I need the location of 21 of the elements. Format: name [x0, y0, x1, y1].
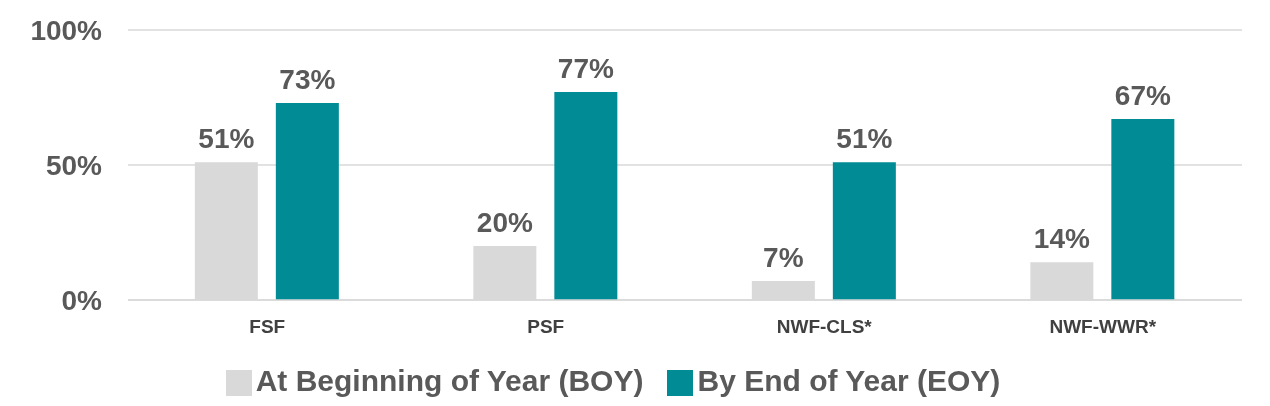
- data-label: 7%: [763, 242, 804, 274]
- bar: [832, 162, 896, 300]
- bar: [275, 102, 339, 300]
- x-tick-label: FSF: [249, 316, 286, 338]
- data-label: 20%: [476, 207, 533, 238]
- y-tick-label: 50%: [45, 149, 103, 181]
- data-label: 14%: [1033, 223, 1090, 255]
- x-tick-label: PSF: [527, 316, 565, 338]
- data-label: 51%: [198, 123, 255, 155]
- data-label: 77%: [557, 53, 614, 85]
- y-tick-label: 0%: [61, 284, 103, 316]
- x-tick-label: NWF-WWR*: [1049, 316, 1157, 338]
- y-tick-label: 100%: [30, 14, 103, 46]
- legend-label: By End of Year (EOY): [697, 364, 1001, 397]
- bar: [554, 92, 618, 300]
- data-label: 67%: [1114, 80, 1171, 112]
- x-tick-label: NWF-CLS*: [776, 316, 873, 338]
- data-label: 51%: [836, 123, 893, 155]
- bar: [1111, 119, 1175, 300]
- data-label: 73%: [279, 63, 336, 95]
- legend-label: At Beginning of Year (BOY): [255, 364, 644, 397]
